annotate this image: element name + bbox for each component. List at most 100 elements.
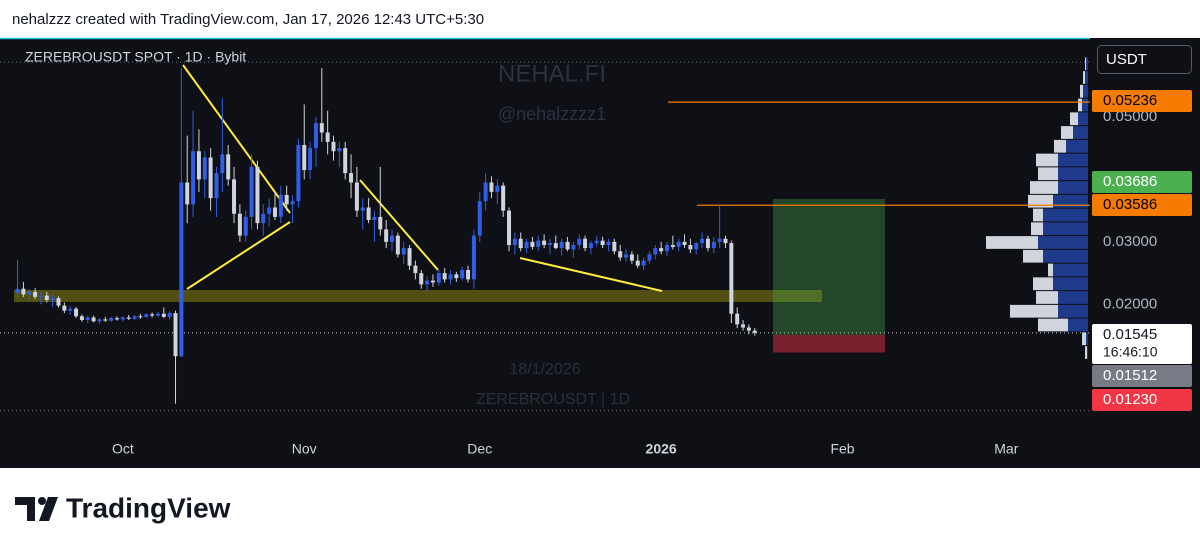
profile-up [1068,318,1088,332]
candle-body [430,280,435,283]
candle-body [594,240,599,244]
candle-body [191,151,196,205]
entry-label-bg [1092,365,1192,387]
candle-body [460,270,465,279]
logo [15,497,58,521]
profile-up [1087,346,1088,359]
candle-body [220,154,225,174]
support-zone [14,290,822,302]
price-line-label: 0.03586 [1103,196,1157,213]
candle-body [126,317,131,319]
target-label: 0.03686 [1103,173,1157,190]
currency[interactable]: USDT [1106,51,1147,68]
candle-body [507,210,512,245]
candle-body [155,313,160,316]
candle-body [226,154,231,180]
candle-body [179,182,184,357]
profile-down [1085,346,1087,359]
candle-body [337,148,342,152]
candle-body [173,313,178,357]
candle-body [349,173,354,183]
profile-up [1043,208,1088,222]
candle-body [214,173,219,199]
candle-body [196,151,201,180]
candle-body [471,235,476,280]
candle-body [547,243,552,245]
candle-body [694,243,699,250]
candle-body [354,182,359,211]
profile-up [1086,57,1088,71]
candle-body [624,254,629,258]
candle-body [717,238,722,242]
candle-body [115,318,120,320]
x-tick-label: Oct [112,441,134,457]
candle-body [272,207,277,217]
candle-body [319,123,324,133]
chart-panel [0,38,1200,468]
trendline [359,179,439,271]
trendline [519,257,663,292]
profile-down [1028,194,1053,208]
candle-body [477,201,482,236]
candle-body [68,308,73,311]
candle-body [384,229,389,242]
price-line-label-bg [1092,194,1192,216]
profile-down [1023,249,1043,263]
profile-down [1082,332,1086,346]
profile-up [1082,98,1088,112]
hover-label: ZEREBROUSDT | 1D [476,391,630,408]
profile-down [1038,318,1068,332]
candle-body [50,298,55,300]
candle-body [284,195,289,205]
price-line-label: 0.05236 [1103,92,1157,109]
candle-body [612,241,617,252]
candle-body [308,148,313,170]
x-tick-label: Dec [467,441,492,457]
candle-body [144,314,149,317]
candle-body [442,273,447,280]
candle-body [530,241,535,247]
plot-area: NEHAL.FI @nehalzzzz1 18/1/2026 ZEREBROUS… [0,57,1090,412]
candle-body [553,243,558,249]
candle-body [360,207,365,211]
profile-down [1033,277,1053,291]
trendline [186,221,291,290]
stop-label: 0.01230 [1103,391,1157,408]
candle-body [290,201,295,205]
candle-body [723,238,728,244]
x-tick-label: Nov [292,441,317,457]
watermark: NEHAL.FI [498,60,606,87]
symbol-title: ZEREBROUSDT SPOT · 1D · Bybit [25,49,246,65]
profile-up [1085,71,1088,84]
y-tick-label: 0.02000 [1103,295,1157,312]
candle-body [232,179,237,214]
candle-body [27,291,32,295]
profile-up [1078,112,1088,126]
candle-body [559,241,564,249]
profile-up [1058,153,1088,167]
profile-down [1083,71,1085,84]
currency-button[interactable] [1097,45,1192,74]
profile-up [1043,249,1088,263]
candle-body [583,238,588,249]
profile-down [1036,291,1058,304]
logo-mark [15,497,35,521]
candle-body [688,245,693,250]
candle-body [407,248,412,266]
profile-up [1043,222,1088,236]
candle-body [74,308,79,317]
candle-body [62,305,67,311]
candle-body [711,241,716,249]
y-tick-label: 0.03000 [1103,233,1157,250]
profile-up [1053,263,1088,277]
candle-body [676,241,681,247]
candle-body [565,241,570,250]
candle-body [413,265,418,274]
candle-body [512,238,517,245]
candle-body [606,241,611,245]
profile-down [1061,126,1073,139]
candle-body [489,182,494,192]
y-tick-label: 0.05000 [1103,108,1157,125]
